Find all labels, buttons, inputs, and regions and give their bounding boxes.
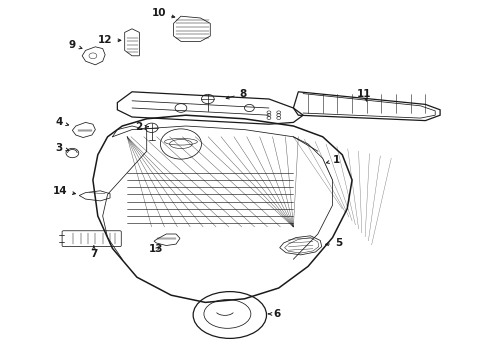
- Text: 10: 10: [151, 8, 174, 18]
- Text: 8: 8: [226, 89, 246, 99]
- Text: 5: 5: [325, 238, 342, 248]
- Text: 14: 14: [53, 186, 75, 196]
- Text: 13: 13: [149, 244, 163, 255]
- Text: 3: 3: [55, 143, 68, 153]
- Text: 9: 9: [68, 40, 82, 50]
- Text: 4: 4: [55, 117, 68, 127]
- Text: 1: 1: [326, 155, 339, 165]
- Text: 12: 12: [98, 35, 121, 45]
- Text: 2: 2: [135, 122, 148, 132]
- Text: 7: 7: [90, 246, 98, 259]
- Text: 11: 11: [356, 89, 371, 102]
- Text: 6: 6: [268, 309, 281, 319]
